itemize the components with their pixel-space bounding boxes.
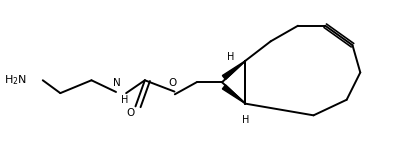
Text: H: H [121,95,128,105]
Text: H$_2$N: H$_2$N [4,73,27,87]
Text: H: H [242,115,250,125]
Polygon shape [222,85,245,104]
Text: O: O [127,108,135,118]
Text: N: N [113,79,121,88]
Text: H: H [227,52,234,62]
Polygon shape [222,61,245,80]
Text: O: O [168,79,177,88]
